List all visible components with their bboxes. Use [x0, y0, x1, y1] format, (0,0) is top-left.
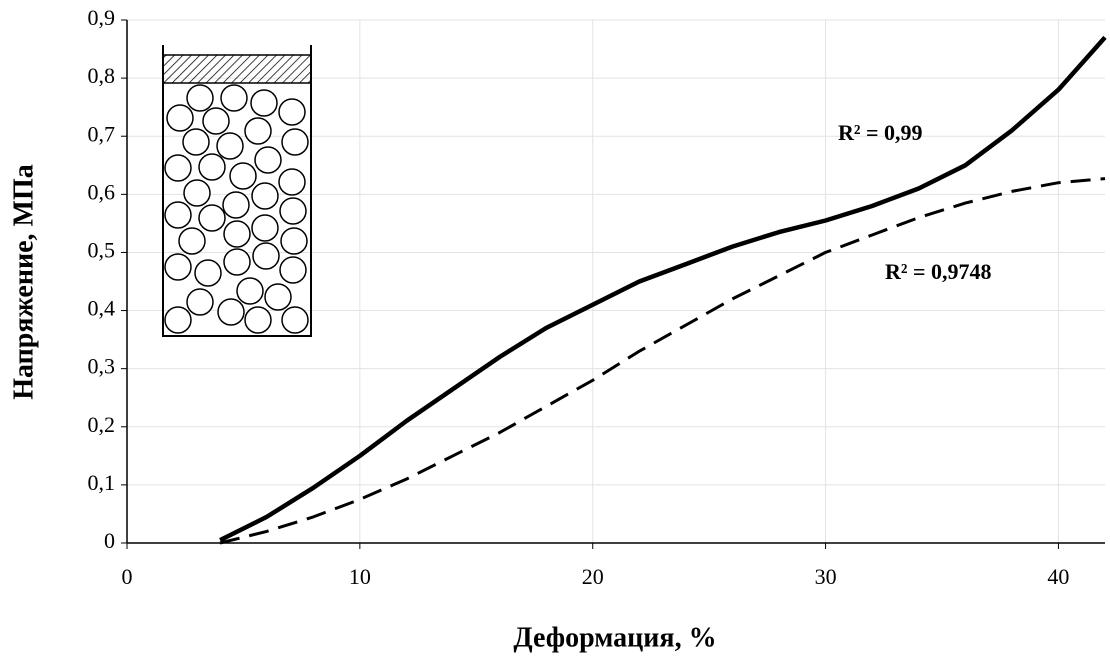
- particle: [178, 227, 206, 255]
- particle: [251, 182, 279, 210]
- particle: [280, 227, 308, 255]
- particle: [223, 220, 251, 248]
- particle: [164, 201, 192, 229]
- y-tick-label: 0,8: [88, 63, 116, 88]
- particle: [281, 128, 309, 156]
- particle: [166, 104, 194, 132]
- particle: [186, 84, 214, 112]
- y-tick-label: 0,5: [88, 237, 116, 262]
- x-tick-label: 10: [349, 564, 371, 589]
- x-tick-label: 40: [1047, 564, 1069, 589]
- y-axis-title: Напряжение, МПа: [8, 164, 39, 400]
- particle: [186, 288, 214, 316]
- y-tick-label: 0,9: [88, 5, 116, 30]
- annotation: R² = 0,9748: [885, 259, 992, 284]
- series-line: [219, 35, 1107, 543]
- x-axis-title: Деформация, %: [513, 622, 716, 653]
- particle: [278, 98, 306, 126]
- particle: [220, 84, 248, 112]
- x-tick-label: 0: [122, 564, 133, 589]
- particle: [254, 146, 282, 174]
- series-line: [219, 177, 1106, 545]
- particle: [281, 306, 309, 334]
- particle: [164, 253, 192, 281]
- particle: [279, 256, 307, 284]
- particle: [244, 117, 272, 145]
- y-tick-label: 0,1: [88, 470, 116, 495]
- particle: [279, 197, 307, 225]
- x-tick-label: 30: [815, 564, 837, 589]
- y-tick-label: 0,7: [88, 121, 116, 146]
- particle: [229, 162, 257, 190]
- y-tick-label: 0,3: [88, 354, 116, 379]
- particle: [236, 277, 264, 305]
- particle: [244, 306, 272, 334]
- particle: [252, 242, 280, 270]
- y-tick-label: 0: [104, 528, 115, 553]
- particle: [222, 191, 250, 219]
- particle: [216, 132, 244, 160]
- particle: [198, 204, 226, 232]
- particle: [164, 306, 192, 334]
- particle: [250, 89, 278, 117]
- particle: [217, 298, 245, 326]
- y-tick-label: 0,2: [88, 412, 116, 437]
- y-tick-label: 0,4: [88, 296, 116, 321]
- particle: [194, 259, 222, 287]
- inset-diagram: [162, 45, 312, 337]
- particle: [278, 168, 306, 196]
- y-tick-label: 0,6: [88, 179, 116, 204]
- particle: [164, 154, 192, 182]
- particle: [223, 248, 251, 276]
- x-tick-label: 20: [582, 564, 604, 589]
- particle: [264, 283, 292, 311]
- annotation: R² = 0,99: [838, 120, 923, 145]
- particle: [198, 153, 226, 181]
- particle: [251, 214, 279, 242]
- particle: [202, 107, 230, 135]
- particle: [182, 128, 210, 156]
- particle: [183, 179, 211, 207]
